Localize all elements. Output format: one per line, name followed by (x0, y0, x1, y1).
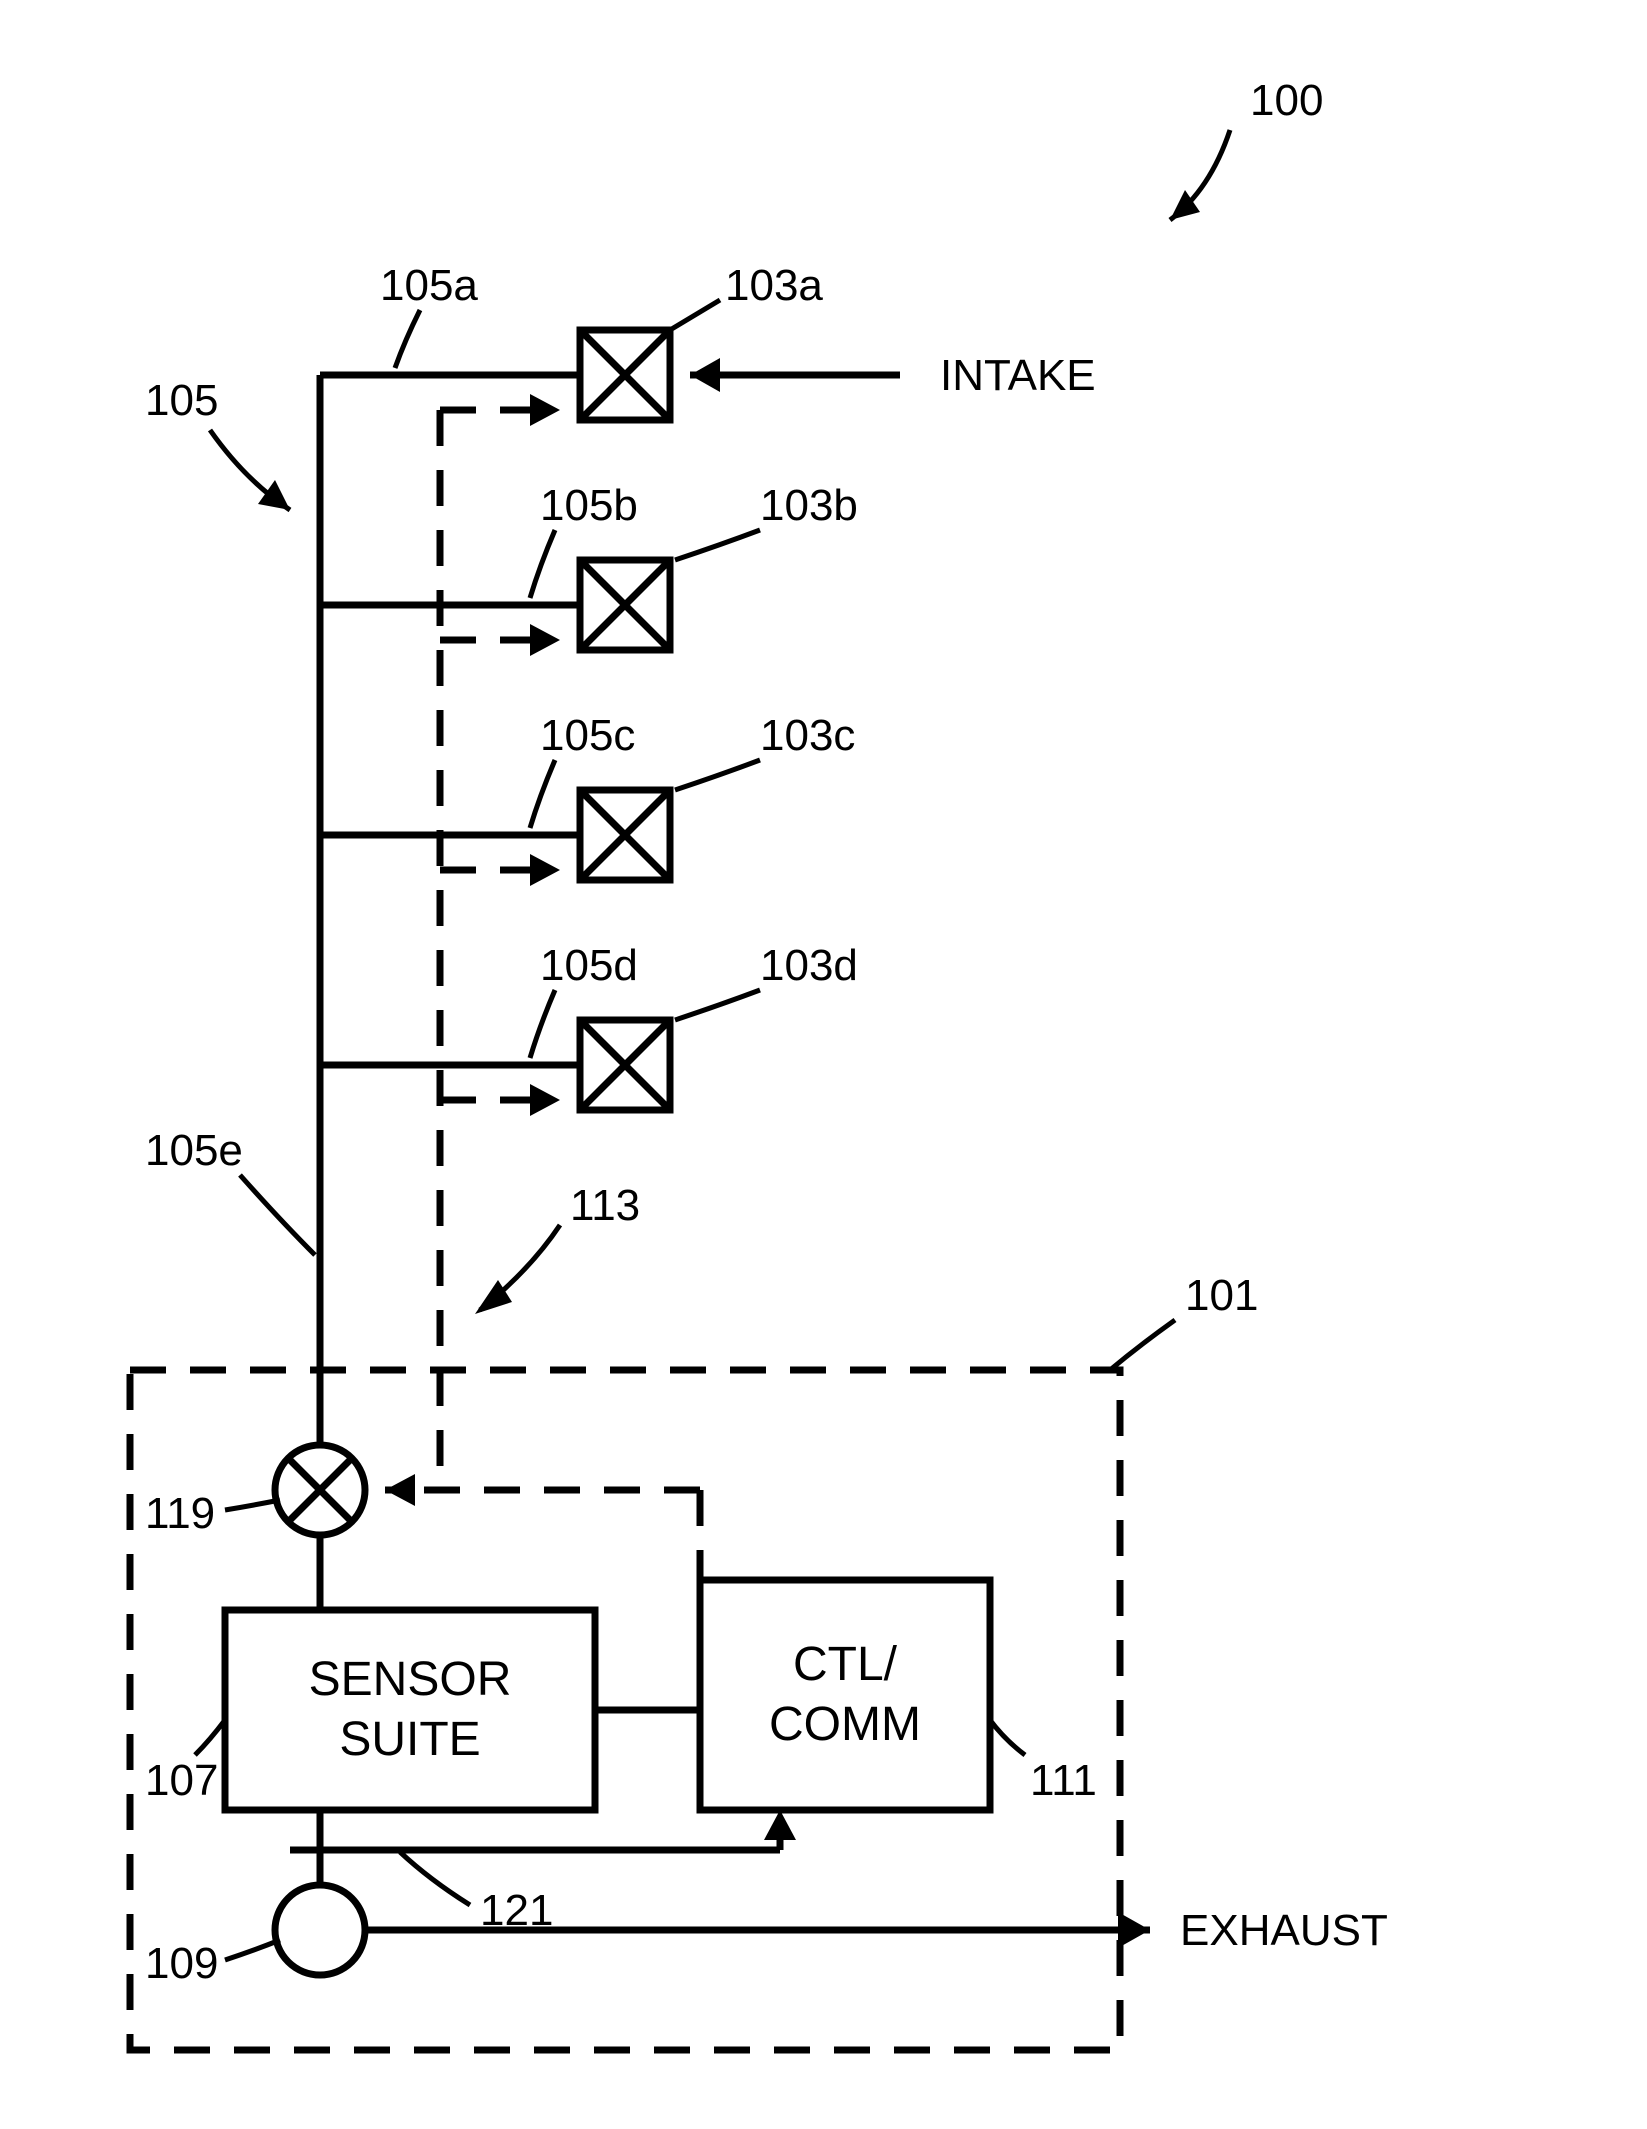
ref-105-leader (210, 430, 290, 510)
ref-121-leader (400, 1852, 470, 1905)
ref-113: 113 (570, 1181, 640, 1230)
ref-107-leader (195, 1720, 225, 1755)
ref-100-leader (1170, 130, 1230, 220)
ctl-comm-label-2: COMM (769, 1698, 921, 1751)
ref-103c-leader (675, 760, 760, 790)
ref-109: 109 (145, 1939, 218, 1988)
ref-105c: 105c (540, 711, 635, 760)
ref-105e: 105e (145, 1126, 243, 1175)
valve-103a (580, 330, 670, 420)
exhaust-arrowhead (1118, 1912, 1150, 1948)
ref-121: 121 (480, 1886, 553, 1935)
ref-111-leader (990, 1720, 1025, 1755)
ref-103d: 103d (760, 941, 858, 990)
ref-105e-leader (240, 1175, 315, 1255)
ref-119-leader (225, 1500, 280, 1510)
ref-100: 100 (1250, 76, 1323, 125)
diagram-canvas: INTAKE SENSOR SUITE CTL/ COMM EXHAUST (0, 0, 1647, 2129)
valve-103c (580, 790, 670, 880)
ref-103c: 103c (760, 711, 855, 760)
ref-103a: 103a (725, 261, 823, 310)
sensor-suite-label-2: SUITE (339, 1713, 480, 1766)
intake-arrowhead (690, 358, 720, 392)
ref-103d-leader (675, 990, 760, 1020)
ctl-comm-label-1: CTL/ (793, 1638, 898, 1691)
ref-105b: 105b (540, 481, 638, 530)
exhaust-label: EXHAUST (1180, 1906, 1388, 1955)
sensor-suite-label-1: SENSOR (309, 1653, 512, 1706)
ref-103b-leader (675, 530, 760, 560)
ref-103a-leader (670, 300, 720, 330)
ref-109-leader (225, 1940, 280, 1960)
ref-105c-leader (530, 760, 555, 828)
sensor-suite-box (225, 1610, 595, 1810)
valve-119 (275, 1445, 365, 1535)
ref-113-leader (475, 1225, 560, 1314)
ref-101-leader (1110, 1320, 1175, 1370)
ref-105a: 105a (380, 261, 478, 310)
ref-119: 119 (145, 1489, 215, 1538)
valve-103b (580, 560, 670, 650)
pump-109 (275, 1885, 365, 1975)
ref-105b-leader (530, 530, 555, 598)
ref-103b: 103b (760, 481, 858, 530)
valve-103d (580, 1020, 670, 1110)
intake-label: INTAKE (940, 351, 1096, 400)
ref-105d: 105d (540, 941, 638, 990)
ref-101: 101 (1185, 1271, 1258, 1320)
signal-121 (290, 1810, 796, 1850)
ref-107: 107 (145, 1756, 218, 1805)
ref-111: 111 (1030, 1756, 1097, 1805)
ref-105a-leader (395, 310, 420, 368)
ref-105d-leader (530, 990, 555, 1058)
ctl-comm-box (700, 1580, 990, 1810)
ref-105: 105 (145, 376, 218, 425)
